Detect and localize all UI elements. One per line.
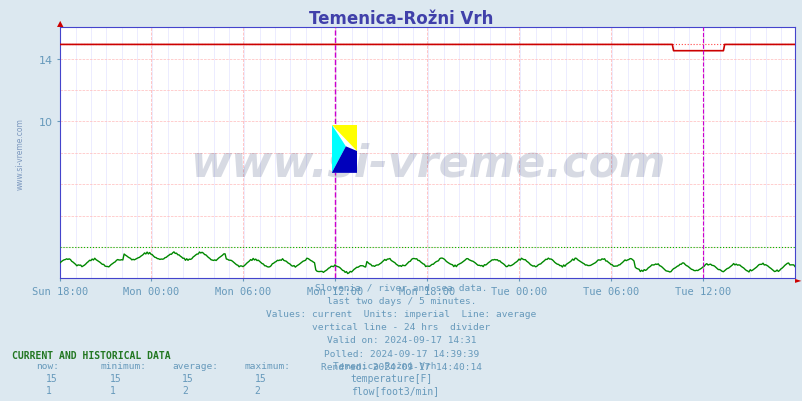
Text: last two days / 5 minutes.: last two days / 5 minutes. <box>326 296 476 305</box>
Text: www.si-vreme.com: www.si-vreme.com <box>15 117 24 189</box>
Text: Temenica-Rožni Vrh: Temenica-Rožni Vrh <box>333 361 436 370</box>
Text: ▲: ▲ <box>57 19 63 28</box>
Text: ►: ► <box>794 274 800 283</box>
Text: Polled: 2024-09-17 14:39:39: Polled: 2024-09-17 14:39:39 <box>323 349 479 358</box>
Text: 2: 2 <box>182 385 188 395</box>
Text: flow[foot3/min]: flow[foot3/min] <box>350 385 439 395</box>
Polygon shape <box>331 147 357 173</box>
Text: vertical line - 24 hrs  divider: vertical line - 24 hrs divider <box>312 322 490 331</box>
Text: Temenica-Rožni Vrh: Temenica-Rožni Vrh <box>309 10 493 28</box>
Text: now:: now: <box>36 361 59 370</box>
Text: average:: average: <box>172 361 218 370</box>
Text: 1: 1 <box>46 385 51 395</box>
Text: 15: 15 <box>110 373 122 383</box>
Polygon shape <box>331 125 357 152</box>
Text: Valid on: 2024-09-17 14:31: Valid on: 2024-09-17 14:31 <box>326 336 476 344</box>
Text: 15: 15 <box>254 373 266 383</box>
Text: Values: current  Units: imperial  Line: average: Values: current Units: imperial Line: av… <box>266 309 536 318</box>
Text: 1: 1 <box>110 385 115 395</box>
Text: 15: 15 <box>46 373 58 383</box>
Text: CURRENT AND HISTORICAL DATA: CURRENT AND HISTORICAL DATA <box>12 350 171 360</box>
Text: Rendred: 2024-09-17 14:40:14: Rendred: 2024-09-17 14:40:14 <box>321 362 481 371</box>
Text: Slovenia / river and sea data.: Slovenia / river and sea data. <box>315 283 487 292</box>
Text: minimum:: minimum: <box>100 361 146 370</box>
Text: www.si-vreme.com: www.si-vreme.com <box>189 142 665 185</box>
Text: temperature[F]: temperature[F] <box>350 373 432 383</box>
Text: 15: 15 <box>182 373 194 383</box>
Polygon shape <box>331 125 346 173</box>
Text: 2: 2 <box>254 385 260 395</box>
Text: maximum:: maximum: <box>245 361 290 370</box>
